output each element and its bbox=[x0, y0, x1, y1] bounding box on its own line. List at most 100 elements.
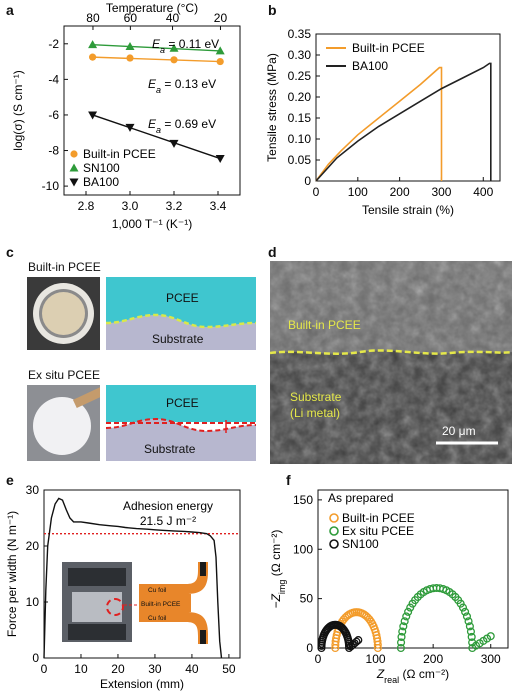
e-xtick-label: 0 bbox=[41, 662, 48, 676]
panel-e: e 0 10 20 30 40 50 0 10 20 30 Adhesion energy 21.5 … bbox=[0, 470, 262, 693]
b-y-axis-label: Tensile stress (MPa) bbox=[265, 53, 279, 162]
a-legend-label: BA100 bbox=[83, 175, 119, 189]
f-point bbox=[397, 638, 406, 647]
f-ytick-label: 150 bbox=[293, 493, 313, 507]
f-point bbox=[399, 622, 408, 631]
b-ytick-label: 0.15 bbox=[288, 111, 312, 125]
a-activation-energy-1: Ea = 0.13 eV bbox=[148, 77, 216, 95]
f-x-axis-label: Zreal (Ω cm⁻²) bbox=[376, 667, 449, 685]
a-point bbox=[170, 56, 178, 64]
a-ytick-label: -8 bbox=[48, 144, 59, 158]
e-force-curve bbox=[43, 497, 223, 659]
a-point bbox=[216, 57, 224, 66]
e-xtick-label: 50 bbox=[222, 662, 236, 676]
f-point bbox=[402, 612, 411, 621]
f-legend-title: As prepared bbox=[328, 491, 393, 505]
f-ytick-label: 100 bbox=[293, 542, 313, 556]
a-xtick-label: 3.4 bbox=[210, 199, 227, 213]
f-xtick-label: 300 bbox=[481, 652, 501, 666]
f-point bbox=[397, 632, 406, 642]
b-legend-label: BA100 bbox=[352, 59, 388, 73]
sem-builtin-label: Built-in PCEE bbox=[288, 318, 361, 332]
e-x-axis-label: Extension (mm) bbox=[100, 677, 184, 691]
sem-substrate-label: Substrate bbox=[290, 390, 342, 404]
a-ytick-label: -6 bbox=[48, 108, 59, 122]
b-ytick-label: 0.35 bbox=[288, 27, 312, 41]
sem-substrate-sub: (Li metal) bbox=[290, 406, 340, 420]
peel-test-inset: Cu foil Built-in PCEE Cu foil bbox=[62, 562, 214, 644]
e-xtick-label: 30 bbox=[148, 662, 162, 676]
a-xtick-label: 2.8 bbox=[78, 199, 95, 213]
a-ytick-label: -2 bbox=[48, 37, 59, 51]
b-ytick-label: 0.10 bbox=[288, 132, 312, 146]
f-ytick-label: 50 bbox=[300, 592, 314, 606]
builtin-schematic: PCEE Substrate bbox=[106, 277, 256, 350]
b-x-axis-label: Tensile strain (%) bbox=[362, 203, 454, 217]
f-point bbox=[456, 599, 465, 608]
f-tail-point bbox=[352, 637, 361, 646]
b-xtick-label: 300 bbox=[431, 185, 451, 199]
f-xtick-label: 0 bbox=[315, 652, 322, 666]
b-axes-frame bbox=[315, 33, 501, 182]
a-ytick-label: -10 bbox=[42, 179, 60, 193]
f-legend-marker bbox=[329, 513, 339, 523]
b-ytick-label: 0.20 bbox=[288, 90, 312, 104]
b-ytick-label: 0.05 bbox=[288, 153, 312, 167]
a-activation-energy-0: Ea = 0.11 eV bbox=[152, 37, 219, 55]
a-point bbox=[89, 53, 97, 61]
panel-c: c Built-in PCEE PCEE Substrate Ex situ P… bbox=[0, 244, 262, 466]
f-point bbox=[462, 612, 472, 621]
a-point bbox=[88, 40, 98, 49]
panel-b: b 0 100 200 300 400 0 0.05 0.10 0.15 0.20 0.25 0.30… bbox=[260, 0, 518, 245]
f-point bbox=[465, 622, 474, 631]
exsitu-pcee-title: Ex situ PCEE bbox=[28, 368, 101, 382]
f-point bbox=[373, 643, 382, 653]
chart-f: 0 100 200 300 0 50 100 150 As prepared Built-in P… bbox=[269, 489, 509, 685]
a-point bbox=[126, 54, 134, 62]
e-y-axis-label: Force per width (N m⁻¹) bbox=[5, 511, 19, 637]
b-ytick-label: 0.25 bbox=[288, 69, 312, 83]
b-ytick-label: 0 bbox=[304, 174, 311, 188]
a-activation-energy-2: Ea = 0.69 eV bbox=[148, 117, 216, 135]
f-point bbox=[464, 617, 473, 626]
a-fit-line-0 bbox=[92, 56, 221, 63]
a-top-axis-label: Temperature (°C) bbox=[106, 1, 198, 15]
peel-test-schematic: Cu foil Built-in PCEE Cu foil bbox=[124, 562, 208, 644]
f-ytick-label: 0 bbox=[306, 641, 313, 655]
builtin-photo bbox=[27, 277, 100, 350]
f-point bbox=[466, 627, 475, 636]
e-ytick-label: 10 bbox=[26, 595, 40, 609]
f-legend-label: Ex situ PCEE bbox=[342, 524, 414, 538]
panel-e-letter: e bbox=[6, 472, 14, 488]
a-ytick-label: -4 bbox=[48, 72, 59, 86]
e-annotation-value: 21.5 J m⁻² bbox=[140, 514, 196, 528]
f-point bbox=[467, 632, 476, 642]
panel-c-letter: c bbox=[6, 244, 14, 260]
f-legend-label: SN100 bbox=[342, 537, 379, 551]
a-top-tick-label: 20 bbox=[214, 11, 228, 25]
panel-a-letter: a bbox=[6, 2, 14, 18]
f-xtick-label: 200 bbox=[423, 652, 443, 666]
a-point bbox=[215, 155, 225, 164]
inset-cu-bottom: Cu foil bbox=[148, 615, 167, 622]
chart-a: 2.8 3.0 3.2 3.4 -2 -4 -6 -8 -10 80 60 40 20 Temperatu… bbox=[11, 1, 241, 231]
panel-b-letter: b bbox=[268, 2, 277, 18]
a-legend-label: Built-in PCEE bbox=[83, 147, 156, 161]
a-point bbox=[88, 111, 98, 120]
b-series-line-1 bbox=[315, 62, 492, 182]
b-xtick-label: 400 bbox=[473, 185, 493, 199]
a-top-tick-label: 40 bbox=[166, 11, 180, 25]
panel-d-letter: d bbox=[268, 244, 277, 260]
exsitu-photo bbox=[27, 385, 100, 461]
f-legend-marker bbox=[329, 526, 339, 536]
b-xtick-label: 0 bbox=[313, 185, 320, 199]
scale-label: 20 μm bbox=[442, 424, 476, 438]
a-xtick-label: 3.2 bbox=[166, 199, 183, 213]
a-legend-marker bbox=[69, 163, 79, 172]
inset-cu-top: Cu foil bbox=[148, 587, 167, 594]
f-point bbox=[396, 643, 405, 653]
e-ytick-label: 0 bbox=[32, 651, 39, 665]
inset-middle: Built-in PCEE bbox=[141, 601, 181, 608]
a-point bbox=[169, 43, 179, 52]
